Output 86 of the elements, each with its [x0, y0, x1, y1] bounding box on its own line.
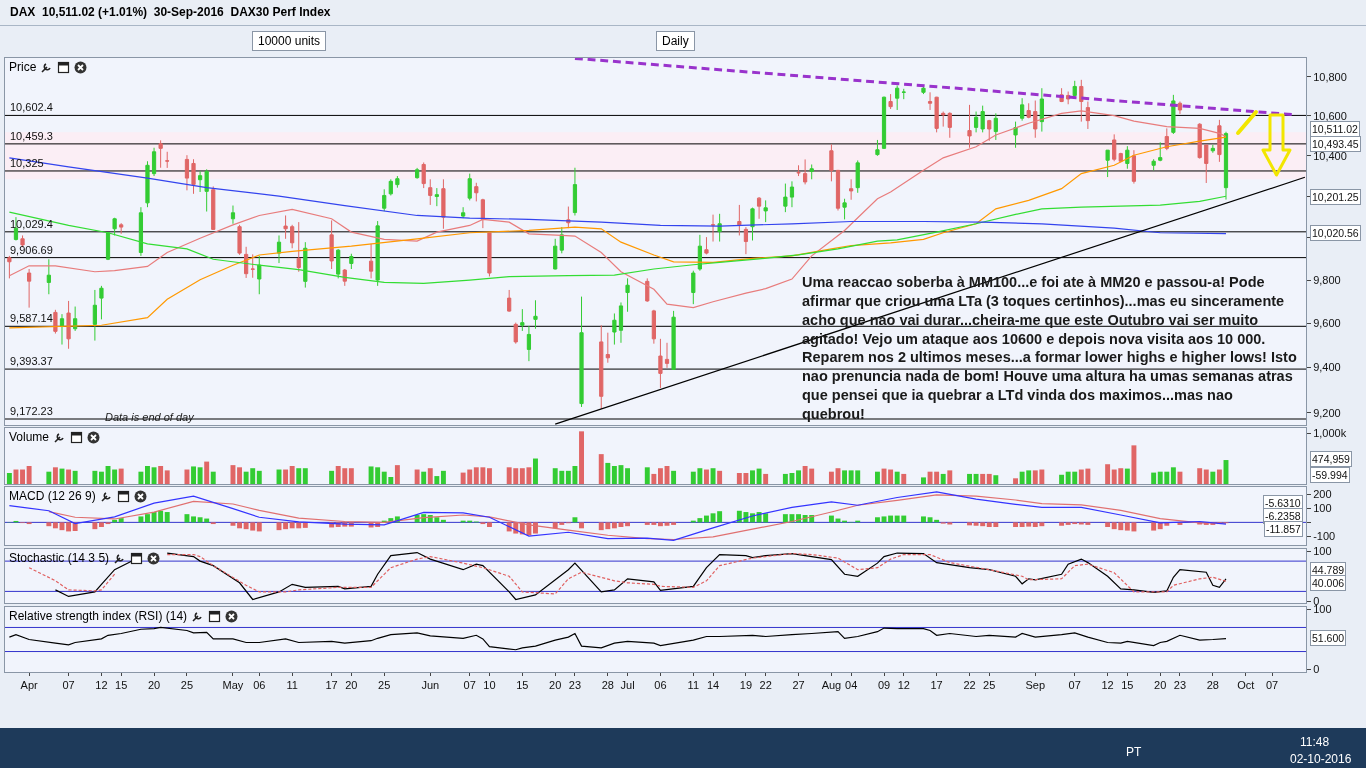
ref-line-label: 10,029.4 [10, 218, 53, 230]
ref-line-label: 10,459.3 [10, 130, 53, 142]
text: Daily [656, 31, 695, 51]
y-tick-label: 10,400 [1313, 149, 1347, 162]
x-tick-label: 20 [345, 679, 358, 692]
y-tick-label: 1,000k [1313, 427, 1347, 440]
x-tick-label: 07 [1068, 679, 1081, 692]
y-tick-label: -100 [1313, 530, 1336, 543]
chart-subtitle: DAX 10,511.02 (+1.01%) 30-Sep-2016 DAX30 Perf Index [10, 5, 331, 19]
text: 10000 units [252, 31, 327, 51]
x-tick-label: 11 [286, 679, 298, 692]
x-tick-label: 27 [792, 679, 805, 692]
y-tick-label: 9,400 [1313, 361, 1341, 374]
x-tick-label: 25 [180, 679, 194, 692]
y-tick-label: 9,200 [1313, 406, 1341, 419]
x-tick-label: 15 [115, 679, 128, 692]
y-tick-label: 9,600 [1313, 317, 1341, 330]
y-tick-label: 200 [1313, 487, 1332, 500]
x-tick-label: 28 [1206, 679, 1219, 692]
text: 10,020.56 [1312, 227, 1359, 239]
annotation: -11.857 [1266, 523, 1301, 535]
x-tick-label: 25 [378, 679, 391, 692]
x-tick-label: 11 [687, 679, 700, 692]
x-tick-label: 19 [739, 679, 753, 692]
chart-title: Price [9, 60, 37, 74]
x-tick-label: 20 [147, 679, 161, 692]
chart-title: MACD (12 26 9) [9, 489, 96, 503]
x-tick-label: 25 [983, 679, 996, 692]
x-tick-label: 06 [253, 679, 266, 692]
text: 10,511.02 [1312, 123, 1359, 135]
x-tick-label: Jun [421, 679, 440, 692]
x-tick-label: 22 [963, 679, 976, 692]
text: PT [1126, 745, 1142, 759]
y-tick-label: 100 [1313, 502, 1332, 515]
ref-line-label: 10,325 [10, 157, 44, 169]
x-tick-label: 22 [759, 679, 772, 692]
x-tick-label: Oct [1237, 679, 1255, 692]
x-tick-label: Apr [20, 679, 38, 692]
x-tick-label: 20 [1154, 679, 1167, 692]
ref-line-label: 10,602.4 [10, 101, 53, 113]
ref-line-label: 9,587.14 [10, 312, 53, 324]
text: 10,493.45 [1312, 138, 1359, 150]
x-tick-label: May [222, 679, 244, 692]
text: 51.600 [1312, 632, 1345, 644]
x-tick-label: 20 [549, 679, 562, 692]
x-tick-label: 14 [706, 679, 720, 692]
x-tick-label: 12 [897, 679, 910, 692]
annotation: -6.2358 [1265, 510, 1301, 522]
x-tick-label: 06 [654, 679, 667, 692]
x-tick-label: 04 [845, 679, 858, 692]
x-tick-label: Jul [620, 679, 635, 692]
y-tick-label: 0 [1313, 663, 1320, 676]
ref-line-label: 9,393.37 [10, 355, 53, 367]
x-tick-label: Sep [1025, 679, 1046, 692]
y-tick-label: 10,600 [1313, 109, 1347, 122]
text: 11:48 [1300, 735, 1330, 749]
y-tick-label: 100 [1313, 544, 1332, 557]
x-tick-label: 15 [1121, 679, 1134, 692]
chart-title: Volume [9, 430, 50, 444]
text: 474,959 [1312, 453, 1351, 465]
x-tick-label: 12 [95, 679, 108, 692]
chart-title: Stochastic (14 3 5) [9, 551, 110, 565]
x-tick-label: 07 [1265, 679, 1279, 692]
text: 10,201.25 [1312, 191, 1359, 203]
ref-line-label: 9,172.23 [10, 405, 53, 417]
text: 02-10-2016 [1290, 752, 1352, 766]
x-tick-label: 17 [930, 679, 943, 692]
x-tick-label: 10 [483, 679, 496, 692]
x-tick-label: 07 [62, 679, 75, 692]
x-tick-label: 17 [325, 679, 338, 692]
x-tick-label: 28 [601, 679, 614, 692]
chart-title: Relative strength index (RSI) (14) [9, 609, 188, 623]
x-tick-label: 23 [1173, 679, 1187, 692]
ref-line-label: 9,906.69 [10, 244, 53, 256]
x-tick-label: 09 [877, 679, 891, 692]
text: -59.994 [1312, 469, 1348, 481]
x-tick-label: 15 [516, 679, 529, 692]
x-tick-label: 12 [1101, 679, 1114, 692]
y-tick-label: 10,800 [1313, 70, 1347, 83]
text: 44.789 [1312, 564, 1345, 576]
text: 40.006 [1312, 577, 1345, 589]
annotation: -5.6310 [1265, 497, 1301, 509]
x-tick-label: 23 [568, 679, 582, 692]
x-tick-label: Aug [821, 679, 842, 692]
x-tick-label: 07 [463, 679, 476, 692]
y-tick-label: 9,800 [1313, 274, 1341, 287]
